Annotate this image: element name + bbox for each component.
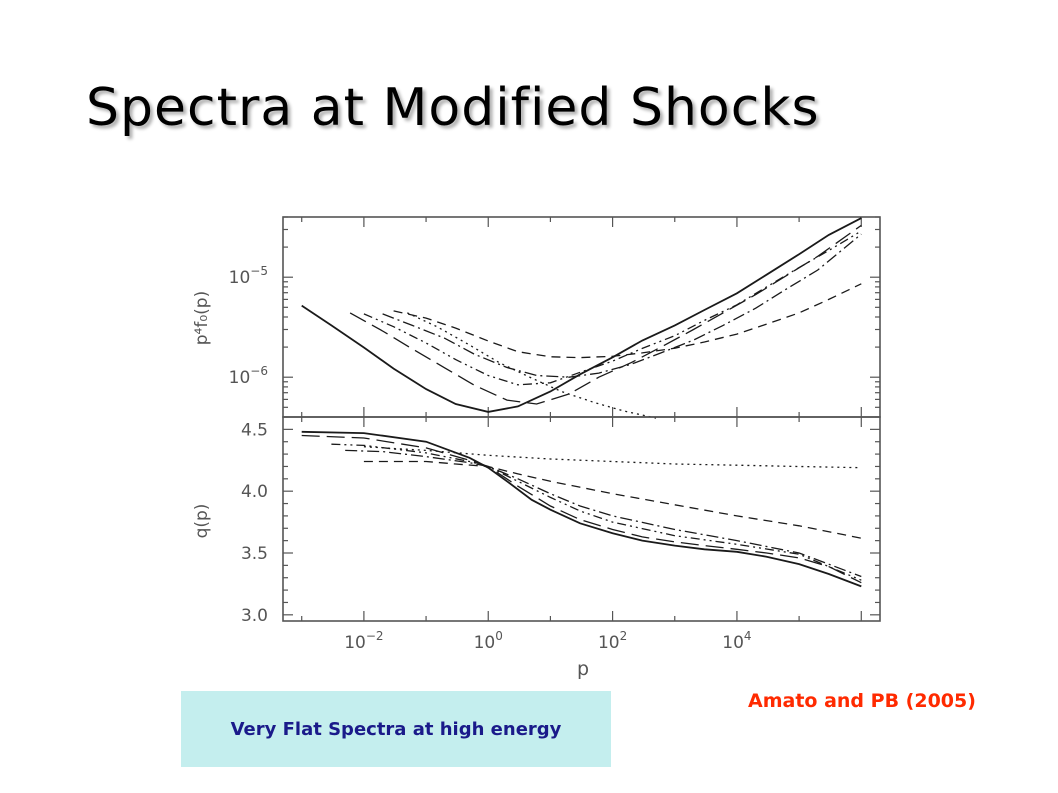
callout-text: Very Flat Spectra at high energy: [230, 718, 562, 740]
series-line-solid: [301, 217, 862, 413]
series-line-dashdotdot: [331, 443, 862, 581]
x-tick-label-0: 10−2: [344, 629, 383, 653]
bottom-series: [301, 430, 862, 588]
top-panel: 10−5 10−6 p⁴f₀(p): [192, 216, 881, 419]
bottom-axis-ylabel: q(p): [192, 504, 212, 539]
callout-box: Very Flat Spectra at high energy: [181, 691, 611, 767]
bottom-xlabels: 10−2 100 102 104: [344, 629, 751, 653]
slide-title: Spectra at Modified Shocks: [86, 78, 820, 138]
top-ylabels: 10−5 10−6: [229, 264, 268, 388]
top-ticks: [283, 216, 880, 418]
citation: Amato and PB (2005): [748, 690, 976, 712]
x-axis-label: p: [577, 658, 589, 680]
series-line-longdash: [349, 224, 862, 405]
y-tick-label-1: 10−6: [229, 364, 268, 388]
series-line-dotted: [407, 312, 657, 419]
bottom-panel: 4.5 4.0 3.5 3.0 10−2 100 102 104 q(p) p: [192, 416, 881, 680]
series-line-solid: [301, 430, 862, 588]
top-axis-ylabel: p⁴f₀(p): [192, 291, 212, 345]
bottom-panel-frame: [282, 416, 881, 622]
x-tick-label-3: 104: [722, 629, 751, 653]
series-line-dashdot: [382, 233, 862, 378]
series-line-longdash: [301, 434, 862, 584]
x-tick-label-2: 102: [598, 629, 627, 653]
y-tick-label-0: 4.5: [241, 420, 268, 440]
y-tick-label-0: 10−5: [229, 264, 268, 288]
bottom-ylabels: 4.5 4.0 3.5 3.0: [241, 420, 268, 625]
series-line-dotted: [363, 446, 862, 469]
x-tick-label-1: 100: [474, 629, 503, 653]
y-tick-label-2: 3.5: [241, 544, 268, 564]
series-line-dashed: [393, 283, 862, 359]
series-line-dashed: [363, 460, 862, 539]
bottom-ticks: [283, 417, 880, 621]
y-tick-label-3: 3.0: [241, 606, 268, 626]
series-line-dashdot: [345, 449, 862, 578]
y-tick-label-1: 4.0: [241, 482, 268, 502]
top-series: [301, 217, 862, 419]
series-line-dashdotdot: [363, 230, 862, 386]
